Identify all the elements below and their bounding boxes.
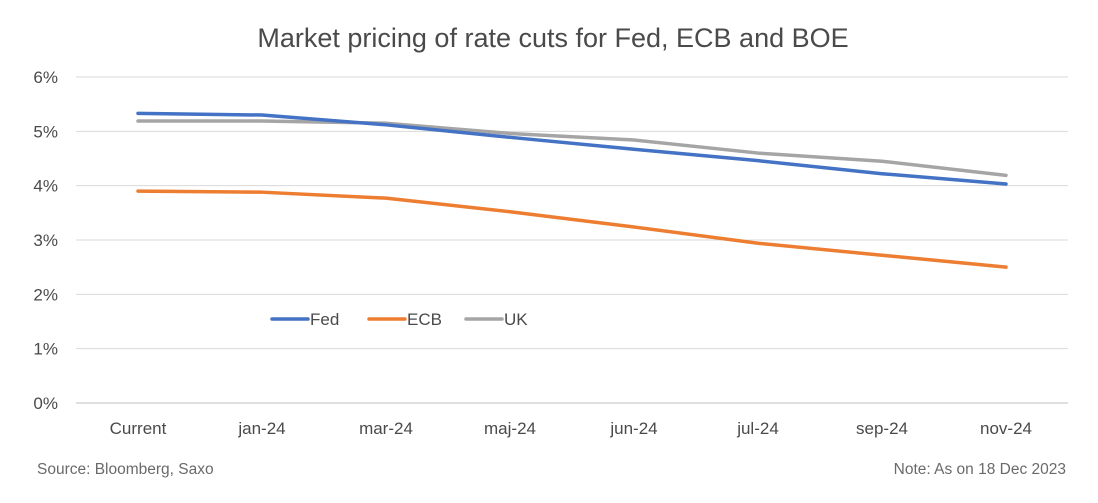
legend-label-ecb: ECB bbox=[407, 310, 442, 329]
y-tick-label: 6% bbox=[33, 68, 58, 87]
y-tick-label: 1% bbox=[33, 340, 58, 359]
legend-label-uk: UK bbox=[504, 310, 528, 329]
x-tick-label: maj-24 bbox=[484, 419, 536, 438]
source-note: Source: Bloomberg, Saxo bbox=[37, 461, 214, 478]
y-tick-label: 5% bbox=[33, 122, 58, 141]
x-tick-label: jun-24 bbox=[609, 419, 657, 438]
y-axis-ticks: 0% 1% 2% 3% 4% 5% 6% bbox=[33, 68, 58, 413]
x-tick-label: sep-24 bbox=[856, 419, 908, 438]
x-tick-label: mar-24 bbox=[359, 419, 413, 438]
series-lines bbox=[136, 111, 1008, 269]
series-line-fed bbox=[136, 111, 1008, 186]
y-tick-label: 3% bbox=[33, 231, 58, 250]
y-tick-label: 4% bbox=[33, 177, 58, 196]
legend-label-fed: Fed bbox=[310, 310, 339, 329]
x-tick-label: Current bbox=[110, 419, 167, 438]
x-tick-label: jan-24 bbox=[237, 419, 285, 438]
legend: Fed ECB UK bbox=[270, 310, 528, 329]
gridlines bbox=[76, 76, 1068, 404]
date-note: Note: As on 18 Dec 2023 bbox=[894, 461, 1066, 478]
y-tick-label: 2% bbox=[33, 285, 58, 304]
series-line-uk bbox=[136, 119, 1008, 178]
x-axis-ticks: Current jan-24 mar-24 maj-24 jun-24 jul-24 sep… bbox=[110, 419, 1032, 438]
x-tick-label: jul-24 bbox=[736, 419, 779, 438]
x-tick-label: nov-24 bbox=[980, 419, 1032, 438]
series-line-ecb bbox=[136, 189, 1008, 269]
y-tick-label: 0% bbox=[33, 394, 58, 413]
chart-title: Market pricing of rate cuts for Fed, ECB… bbox=[257, 23, 848, 53]
